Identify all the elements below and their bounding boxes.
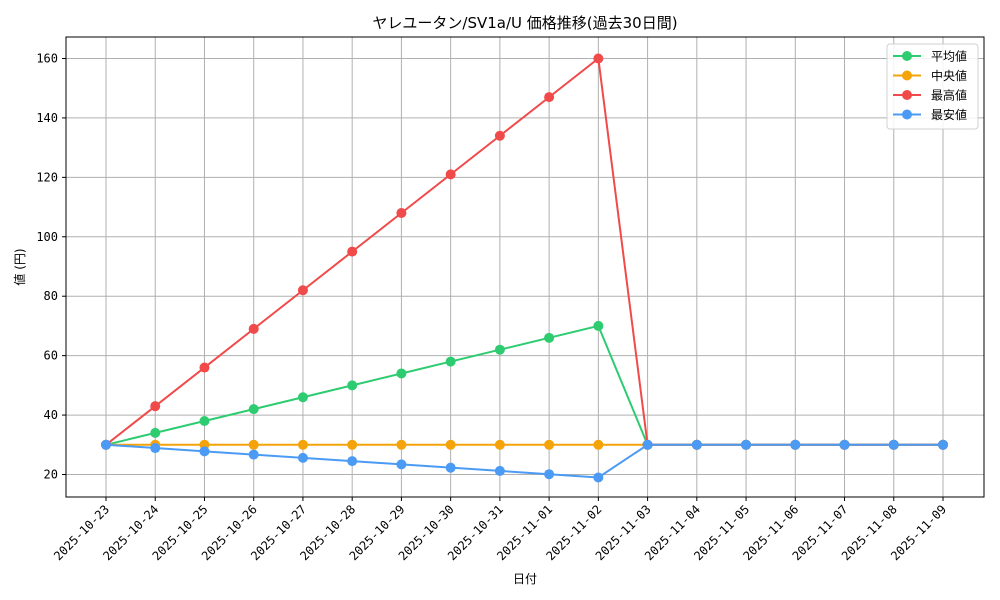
legend-marker-icon bbox=[902, 70, 912, 81]
data-point bbox=[199, 362, 210, 373]
data-point bbox=[494, 439, 505, 450]
data-point bbox=[642, 439, 653, 450]
data-point bbox=[347, 380, 358, 391]
legend-entry: 最安値 bbox=[931, 107, 967, 122]
data-point bbox=[347, 456, 358, 467]
data-point bbox=[544, 469, 555, 480]
data-point bbox=[396, 368, 407, 379]
y-tick-label: 160 bbox=[36, 52, 58, 66]
data-point bbox=[790, 439, 801, 450]
data-point bbox=[297, 285, 308, 296]
data-point bbox=[150, 401, 161, 412]
data-point bbox=[494, 130, 505, 141]
data-point bbox=[445, 439, 456, 450]
data-point bbox=[396, 439, 407, 450]
data-point bbox=[248, 404, 259, 415]
legend-entry: 中央値 bbox=[931, 68, 967, 83]
data-point bbox=[248, 439, 259, 450]
data-point bbox=[248, 323, 259, 334]
data-point bbox=[199, 416, 210, 427]
legend-entry: 最高値 bbox=[931, 88, 967, 103]
series-2 bbox=[101, 53, 948, 450]
y-tick-label: 80 bbox=[44, 289, 58, 303]
y-tick-label: 140 bbox=[36, 111, 58, 125]
data-point bbox=[593, 320, 604, 331]
y-tick-label: 100 bbox=[36, 230, 58, 244]
series-0 bbox=[101, 320, 948, 450]
chart-title: ヤレユータン/SV1a/U 価格推移(過去30日間) bbox=[372, 14, 677, 32]
data-point bbox=[938, 439, 948, 450]
data-point bbox=[297, 439, 308, 450]
data-point bbox=[347, 246, 358, 257]
data-point bbox=[888, 439, 899, 450]
legend-marker-icon bbox=[902, 109, 912, 120]
data-point bbox=[396, 208, 407, 219]
x-axis-label: 日付 bbox=[513, 572, 537, 586]
series-3 bbox=[101, 439, 948, 483]
data-point bbox=[691, 439, 702, 450]
y-axis-label: 値 (円) bbox=[12, 248, 27, 285]
data-point bbox=[347, 439, 358, 450]
y-tick-label: 20 bbox=[44, 468, 58, 482]
data-point bbox=[494, 465, 505, 476]
legend-entry: 平均値 bbox=[931, 49, 967, 64]
data-point bbox=[544, 332, 555, 343]
data-point bbox=[445, 462, 456, 473]
data-point bbox=[248, 449, 259, 460]
legend-marker-icon bbox=[902, 51, 912, 61]
x-axis-ticks: 2025-10-232025-10-242025-10-252025-10-26… bbox=[51, 497, 949, 563]
data-point bbox=[297, 452, 308, 463]
data-series bbox=[101, 53, 948, 483]
y-tick-label: 40 bbox=[44, 408, 58, 422]
data-point bbox=[544, 92, 555, 103]
plot-frame bbox=[65, 36, 985, 498]
data-point bbox=[150, 427, 161, 438]
legend-marker-icon bbox=[902, 90, 912, 100]
data-point bbox=[297, 392, 308, 403]
data-point bbox=[150, 443, 161, 454]
data-point bbox=[199, 446, 210, 457]
data-point bbox=[839, 439, 850, 450]
grid-lines bbox=[66, 37, 984, 497]
data-point bbox=[593, 439, 604, 450]
data-point bbox=[544, 439, 555, 450]
data-point bbox=[593, 53, 604, 64]
data-point bbox=[396, 459, 407, 470]
data-point bbox=[741, 439, 752, 450]
data-point bbox=[593, 472, 604, 483]
y-tick-label: 120 bbox=[36, 170, 58, 184]
data-point bbox=[101, 439, 111, 450]
y-tick-label: 60 bbox=[44, 349, 58, 363]
y-axis-ticks: 20 40 60 80 100 120 140 160 bbox=[36, 52, 66, 482]
data-point bbox=[445, 356, 456, 367]
data-point bbox=[494, 344, 505, 355]
data-point bbox=[445, 169, 456, 180]
